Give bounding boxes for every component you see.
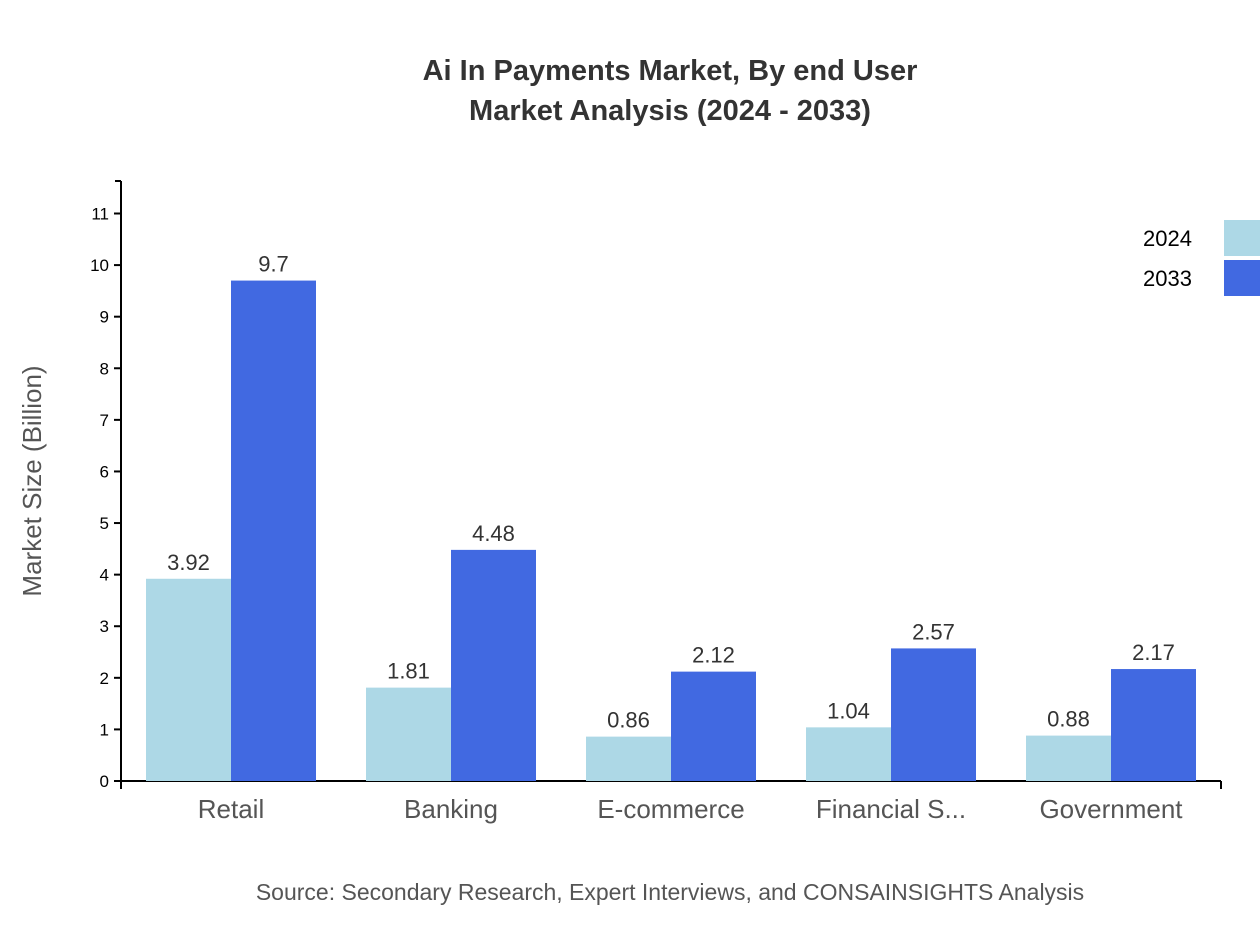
y-tick-label: 5 <box>100 514 109 533</box>
y-tick-label: 9 <box>100 308 109 327</box>
y-axis: 0 1 2 3 4 5 6 7 8 9 10 11 <box>90 180 122 791</box>
data-label: 2.17 <box>1132 640 1175 665</box>
bar-2033-Government <box>1111 669 1196 781</box>
y-tick-label: 7 <box>100 411 109 430</box>
y-tick-label: 3 <box>100 617 109 636</box>
bar-2033-Retail <box>231 280 316 781</box>
chart-title-line2: Market Analysis (2024 - 2033) <box>469 95 871 127</box>
source-note: Source: Secondary Research, Expert Inter… <box>256 879 1084 905</box>
legend-swatch <box>1224 260 1260 296</box>
data-label: 1.04 <box>827 698 870 723</box>
y-tick-label: 10 <box>90 256 109 275</box>
x-tick-label: Banking <box>404 794 498 824</box>
y-tick-label: 2 <box>100 669 109 688</box>
x-tick-label: Financial S... <box>816 794 966 824</box>
legend-label: 2033 <box>1143 266 1192 291</box>
y-tick-label: 11 <box>91 205 109 224</box>
bars: 3.92 9.7 1.81 4.48 0.86 2.12 1.04 2.57 0.88 2.17 <box>146 252 1196 781</box>
data-label: 0.86 <box>607 708 650 733</box>
bar-2024-Financial S... <box>806 727 891 781</box>
x-axis: Retail Banking E-commerce Financial S... Gov… <box>120 780 1222 824</box>
y-tick-label: 4 <box>100 566 109 585</box>
legend-swatch <box>1224 220 1260 256</box>
x-tick-label: Retail <box>198 794 264 824</box>
y-tick-label: 1 <box>100 720 109 739</box>
bar-2024-E-commerce <box>586 736 671 781</box>
data-label: 0.88 <box>1047 707 1090 732</box>
legend-label: 2024 <box>1143 226 1192 251</box>
data-label: 1.81 <box>387 659 430 684</box>
data-label: 2.57 <box>912 619 955 644</box>
y-tick-label: 8 <box>100 359 109 378</box>
bar-2033-Banking <box>451 549 536 781</box>
chart-title-line1: Ai In Payments Market, By end User <box>423 55 918 87</box>
data-label: 3.92 <box>167 550 210 575</box>
y-tick-label: 0 <box>100 772 109 791</box>
legend: 2024 2033 <box>1143 220 1260 296</box>
y-tick-label: 6 <box>100 462 109 481</box>
bar-2024-Retail <box>146 578 231 781</box>
y-axis-label: Market Size (Billion) <box>17 365 47 596</box>
bar-2033-E-commerce <box>671 671 756 781</box>
data-label: 2.12 <box>692 643 735 668</box>
data-label: 9.7 <box>258 252 289 277</box>
bar-2033-Financial S... <box>891 648 976 781</box>
x-tick-label: E-commerce <box>597 794 744 824</box>
data-label: 4.48 <box>472 521 515 546</box>
x-tick-label: Government <box>1039 794 1183 824</box>
bar-2024-Banking <box>366 687 451 781</box>
bar-2024-Government <box>1026 735 1111 781</box>
